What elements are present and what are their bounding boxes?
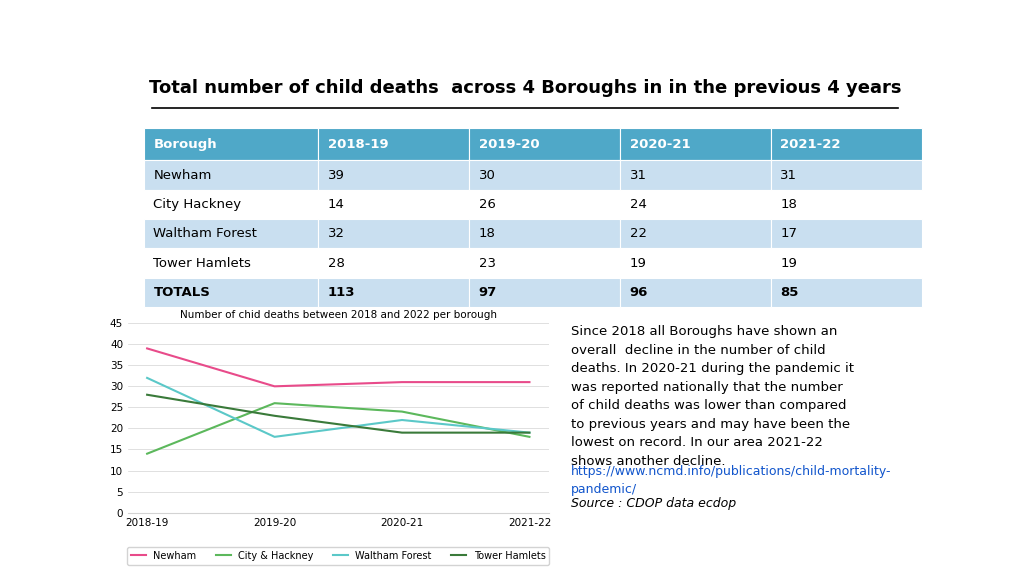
FancyBboxPatch shape xyxy=(771,128,922,160)
Text: 2020-21: 2020-21 xyxy=(630,138,690,151)
FancyBboxPatch shape xyxy=(620,248,771,278)
Text: 97: 97 xyxy=(479,286,497,299)
Text: 96: 96 xyxy=(630,286,648,299)
Text: 22: 22 xyxy=(630,228,646,240)
FancyBboxPatch shape xyxy=(620,278,771,307)
Text: 19: 19 xyxy=(630,257,646,270)
Text: 30: 30 xyxy=(479,169,496,181)
FancyBboxPatch shape xyxy=(620,219,771,248)
Text: 24: 24 xyxy=(630,198,646,211)
Text: 14: 14 xyxy=(328,198,345,211)
Text: City Hackney: City Hackney xyxy=(154,198,242,211)
Text: 2018-19: 2018-19 xyxy=(328,138,389,151)
FancyBboxPatch shape xyxy=(318,128,469,160)
FancyBboxPatch shape xyxy=(143,248,318,278)
FancyBboxPatch shape xyxy=(143,219,318,248)
FancyBboxPatch shape xyxy=(469,190,620,219)
Text: Since 2018 all Boroughs have shown an
overall  decline in the number of child
de: Since 2018 all Boroughs have shown an ov… xyxy=(571,325,854,468)
Title: Number of chid deaths between 2018 and 2022 per borough: Number of chid deaths between 2018 and 2… xyxy=(180,310,497,320)
Text: 113: 113 xyxy=(328,286,355,299)
Text: 28: 28 xyxy=(328,257,345,270)
Text: 39: 39 xyxy=(328,169,345,181)
Legend: Newham, City & Hackney, Waltham Forest, Tower Hamlets: Newham, City & Hackney, Waltham Forest, … xyxy=(127,547,550,564)
FancyBboxPatch shape xyxy=(620,160,771,190)
Text: 32: 32 xyxy=(328,228,345,240)
FancyBboxPatch shape xyxy=(771,219,922,248)
Text: 17: 17 xyxy=(780,228,798,240)
FancyBboxPatch shape xyxy=(620,190,771,219)
Text: TOTALS: TOTALS xyxy=(154,286,210,299)
Text: Waltham Forest: Waltham Forest xyxy=(154,228,257,240)
FancyBboxPatch shape xyxy=(771,160,922,190)
FancyBboxPatch shape xyxy=(469,219,620,248)
Text: 2019-20: 2019-20 xyxy=(479,138,540,151)
FancyBboxPatch shape xyxy=(143,160,318,190)
FancyBboxPatch shape xyxy=(318,190,469,219)
FancyBboxPatch shape xyxy=(620,128,771,160)
FancyBboxPatch shape xyxy=(143,128,318,160)
Text: https://www.ncmd.info/publications/child-mortality-
pandemic/: https://www.ncmd.info/publications/child… xyxy=(571,465,892,497)
Text: 23: 23 xyxy=(479,257,496,270)
Text: 85: 85 xyxy=(780,286,799,299)
Text: 19: 19 xyxy=(780,257,798,270)
FancyBboxPatch shape xyxy=(318,160,469,190)
Text: 2021-22: 2021-22 xyxy=(780,138,841,151)
FancyBboxPatch shape xyxy=(318,219,469,248)
Text: Total number of child deaths  across 4 Boroughs in in the previous 4 years: Total number of child deaths across 4 Bo… xyxy=(148,79,901,97)
Text: 26: 26 xyxy=(479,198,496,211)
FancyBboxPatch shape xyxy=(318,248,469,278)
FancyBboxPatch shape xyxy=(771,278,922,307)
Text: Source : CDOP data ecdop: Source : CDOP data ecdop xyxy=(571,498,736,510)
FancyBboxPatch shape xyxy=(469,248,620,278)
FancyBboxPatch shape xyxy=(143,278,318,307)
FancyBboxPatch shape xyxy=(771,190,922,219)
Text: Borough: Borough xyxy=(154,138,217,151)
Text: Tower Hamlets: Tower Hamlets xyxy=(154,257,251,270)
Text: Newham: Newham xyxy=(154,169,212,181)
Text: 31: 31 xyxy=(630,169,646,181)
Text: 31: 31 xyxy=(780,169,798,181)
Text: 18: 18 xyxy=(780,198,798,211)
FancyBboxPatch shape xyxy=(469,278,620,307)
FancyBboxPatch shape xyxy=(469,160,620,190)
FancyBboxPatch shape xyxy=(469,128,620,160)
FancyBboxPatch shape xyxy=(143,190,318,219)
FancyBboxPatch shape xyxy=(771,248,922,278)
FancyBboxPatch shape xyxy=(318,278,469,307)
Text: 18: 18 xyxy=(479,228,496,240)
